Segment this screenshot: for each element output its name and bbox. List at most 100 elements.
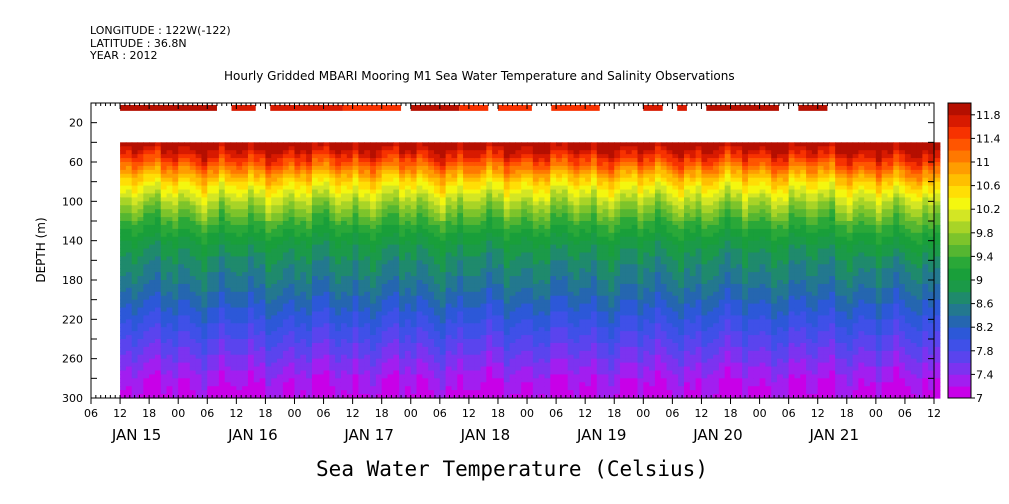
field-cell [131, 268, 139, 273]
field-cell [352, 165, 360, 171]
field-cell [486, 193, 493, 198]
field-cell [160, 307, 168, 313]
field-cell [364, 362, 371, 368]
field-cell [271, 240, 278, 246]
field-cell [218, 177, 226, 183]
field-cell [137, 201, 144, 206]
field-cell [509, 311, 516, 316]
field-cell [387, 280, 394, 285]
field-cell [184, 291, 191, 297]
field-cell [527, 327, 534, 332]
field-cell [399, 240, 406, 246]
field-cell [137, 173, 144, 179]
field-cell [561, 177, 569, 183]
field-cell [439, 299, 447, 305]
field-cell [172, 382, 179, 387]
field-cell [544, 217, 551, 222]
field-cell [439, 169, 447, 175]
field-cell [503, 193, 511, 198]
field-cell [120, 173, 127, 179]
field-cell [149, 307, 156, 313]
field-cell [381, 248, 389, 254]
field-cell [120, 268, 127, 273]
field-cell [375, 276, 383, 281]
field-cell [329, 244, 336, 250]
field-cell [509, 350, 516, 356]
field-cell [451, 256, 458, 261]
field-cell [154, 162, 162, 167]
field-cell [480, 307, 487, 313]
field-cell [294, 158, 301, 163]
field-cell [463, 283, 470, 289]
field-cell [189, 264, 197, 269]
field-cell [561, 339, 569, 344]
field-cell [445, 268, 453, 273]
field-cell [189, 173, 197, 179]
field-cell [457, 248, 464, 254]
field-cell [428, 185, 435, 191]
field-cell [439, 181, 447, 187]
field-cell [317, 342, 325, 348]
field-cell [521, 331, 528, 336]
field-cell [230, 374, 237, 379]
field-cell [335, 366, 342, 372]
field-cell [561, 169, 569, 175]
field-cell [509, 366, 516, 372]
field-cell [521, 268, 528, 273]
field-cell [428, 382, 435, 387]
field-cell [207, 224, 214, 230]
field-cell [439, 335, 447, 340]
field-cell [253, 181, 261, 187]
field-cell [480, 146, 487, 151]
field-cell [527, 260, 534, 265]
field-cell [445, 256, 453, 261]
field-cell [120, 213, 127, 218]
field-cell [306, 386, 313, 391]
field-cell [300, 335, 307, 340]
field-cell [184, 228, 191, 234]
field-cell [521, 319, 528, 324]
field-cell [556, 291, 563, 297]
field-cell [340, 173, 348, 179]
field-cell [399, 342, 406, 348]
field-cell [352, 146, 360, 151]
field-cell [271, 378, 278, 383]
field-cell [265, 169, 272, 175]
field-cell [497, 319, 505, 324]
field-cell [259, 217, 267, 222]
field-cell [340, 307, 348, 313]
field-cell [160, 193, 168, 198]
field-cell [474, 260, 482, 265]
field-cell [556, 350, 563, 356]
field-cell [550, 346, 557, 352]
field-cell [340, 181, 348, 187]
field-cell [387, 299, 394, 305]
field-cell [550, 209, 557, 214]
field-cell [393, 213, 400, 218]
field-cell [445, 374, 453, 379]
field-cell [323, 358, 330, 364]
field-cell [387, 342, 394, 348]
field-cell [364, 311, 371, 316]
field-cell [352, 252, 360, 257]
field-cell [224, 197, 232, 202]
field-cell [451, 390, 458, 395]
field-cell [247, 323, 255, 328]
field-cell [335, 189, 342, 195]
field-cell [399, 311, 406, 316]
field-cell [468, 244, 476, 250]
field-cell [154, 213, 162, 218]
field-cell [247, 193, 255, 198]
field-cell [242, 382, 249, 387]
field-cell [335, 307, 342, 313]
field-cell [230, 248, 237, 254]
field-cell [515, 295, 522, 301]
field-cell [137, 307, 144, 313]
field-cell [242, 256, 249, 261]
field-cell [120, 252, 127, 257]
field-cell [352, 240, 360, 246]
field-cell [521, 221, 528, 226]
field-cell [242, 378, 249, 383]
field-cell [497, 299, 505, 305]
field-cell [364, 287, 371, 293]
